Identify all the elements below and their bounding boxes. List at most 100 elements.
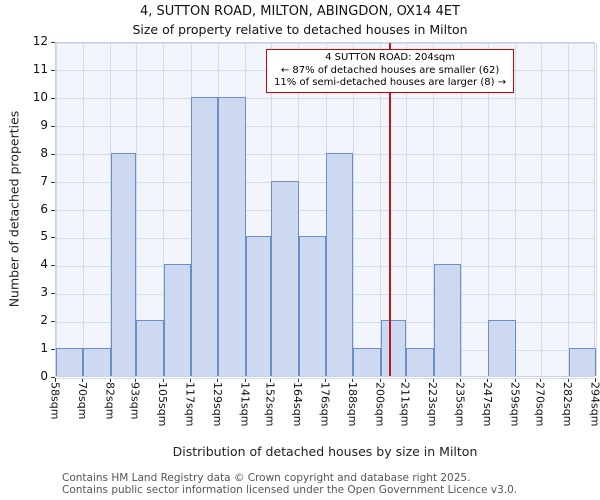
- y-tick-label: 6: [40, 201, 48, 216]
- x-tick-mark: [162, 378, 164, 382]
- x-tick-mark: [432, 378, 434, 382]
- x-tick-mark: [379, 378, 381, 382]
- y-tick-mark: [51, 42, 55, 43]
- y-tick-mark: [51, 181, 55, 183]
- gridline-horizontal: [56, 42, 594, 44]
- x-tick-label: 82sqm: [103, 382, 117, 420]
- histogram-bar: [298, 236, 326, 376]
- y-tick-label: 5: [40, 229, 48, 244]
- y-tick-label: 9: [40, 117, 48, 132]
- gridline-vertical: [245, 43, 247, 376]
- x-tick-mark: [270, 378, 272, 382]
- x-tick-label: 105sqm: [156, 382, 170, 427]
- gridline-vertical: [568, 43, 570, 376]
- x-tick-mark: [487, 378, 489, 382]
- x-tick-mark: [540, 378, 542, 382]
- histogram-bar: [163, 264, 191, 376]
- gridline-horizontal: [56, 98, 594, 100]
- histogram-bar: [83, 348, 111, 376]
- y-tick-label: 8: [40, 145, 48, 160]
- chart-subtitle: Size of property relative to detached ho…: [132, 22, 468, 37]
- x-tick-mark: [109, 378, 111, 382]
- gridline-vertical: [487, 43, 489, 376]
- x-tick-label: 117sqm: [183, 382, 197, 427]
- x-tick-label: 176sqm: [318, 382, 332, 427]
- y-tick-mark: [51, 321, 55, 323]
- histogram-bar: [271, 180, 299, 376]
- histogram-bar: [488, 320, 516, 376]
- footer-attribution-line2: Contains public sector information licen…: [62, 484, 518, 496]
- footer-attribution-line1: Contains HM Land Registry data © Crown c…: [62, 472, 471, 484]
- histogram-bar: [191, 96, 219, 376]
- annotation-box: 4 SUTTON ROAD: 204sqm ← 87% of detached …: [266, 49, 515, 93]
- x-tick-mark: [190, 378, 191, 382]
- histogram-bar: [56, 348, 84, 376]
- gridline-vertical: [352, 43, 354, 376]
- y-tick-label: 12: [32, 34, 48, 48]
- gridline-vertical: [460, 43, 462, 376]
- y-tick-mark: [51, 349, 55, 351]
- x-tick-mark: [217, 378, 219, 382]
- y-tick-label: 1: [40, 341, 48, 356]
- gridline-vertical: [595, 43, 597, 376]
- y-tick-mark: [51, 153, 55, 155]
- y-tick-label: 2: [40, 313, 48, 328]
- gridline-horizontal: [56, 154, 594, 156]
- gridline-horizontal: [56, 210, 594, 211]
- y-tick-mark: [51, 69, 55, 71]
- histogram-bar: [433, 264, 461, 376]
- x-tick-mark: [567, 378, 569, 382]
- y-tick-label: 3: [40, 285, 48, 300]
- y-tick-mark: [51, 377, 55, 378]
- x-tick-mark: [135, 378, 137, 382]
- gridline-vertical: [298, 43, 300, 376]
- x-tick-label: 164sqm: [291, 382, 305, 427]
- y-tick-mark: [51, 293, 55, 295]
- gridline-vertical: [55, 43, 57, 376]
- y-tick-mark: [51, 237, 55, 239]
- x-tick-label: 58sqm: [48, 382, 62, 420]
- gridline-vertical: [380, 43, 382, 376]
- histogram-bar: [406, 348, 434, 376]
- annotation-larger-line: 11% of semi-detached houses are larger (…: [274, 77, 507, 88]
- x-tick-label: 93sqm: [128, 382, 142, 420]
- gridline-vertical: [135, 43, 137, 376]
- histogram-bar: [110, 152, 137, 376]
- x-axis-label: Distribution of detached houses by size …: [172, 444, 478, 459]
- x-tick-label: 259sqm: [508, 382, 522, 427]
- histogram-bar: [136, 320, 164, 376]
- plot-area: 4 SUTTON ROAD: 204sqm ← 87% of detached …: [55, 42, 597, 379]
- x-tick-mark: [352, 378, 354, 382]
- gridline-horizontal: [56, 182, 594, 184]
- y-tick-label: 4: [40, 257, 48, 272]
- histogram-bar: [568, 348, 596, 376]
- x-tick-mark: [325, 378, 326, 382]
- gridline-vertical: [405, 43, 407, 376]
- y-tick-label: 7: [40, 173, 48, 188]
- gridline-vertical: [82, 43, 84, 376]
- histogram-bar: [380, 320, 407, 376]
- y-tick-label: 0: [40, 369, 48, 383]
- x-tick-label: 223sqm: [426, 382, 440, 427]
- x-tick-mark: [244, 378, 246, 382]
- x-tick-label: 70sqm: [75, 382, 89, 420]
- y-tick-mark: [51, 125, 55, 127]
- histogram-bar: [245, 236, 272, 376]
- gridline-vertical: [540, 43, 542, 376]
- x-tick-mark: [405, 378, 407, 382]
- x-tick-label: 152sqm: [263, 382, 277, 427]
- y-tick-label: 11: [32, 61, 48, 76]
- x-tick-mark: [514, 378, 516, 382]
- x-tick-label: 282sqm: [561, 382, 575, 427]
- gridline-horizontal: [56, 126, 594, 128]
- gridline-horizontal: [56, 377, 594, 379]
- x-tick-mark: [297, 378, 299, 382]
- property-marker-line: [389, 43, 391, 376]
- x-tick-label: 211sqm: [398, 382, 412, 427]
- gridline-vertical: [163, 43, 165, 376]
- x-tick-label: 129sqm: [210, 382, 224, 427]
- histogram-bar: [326, 152, 354, 376]
- gridline-vertical: [515, 43, 517, 376]
- gridline-vertical: [433, 43, 435, 376]
